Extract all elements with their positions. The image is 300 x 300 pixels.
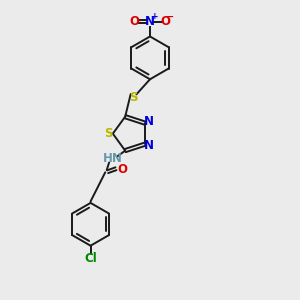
Text: N: N: [145, 15, 155, 28]
Text: O: O: [118, 163, 128, 176]
Text: O: O: [130, 15, 140, 28]
Text: N: N: [144, 139, 154, 152]
Text: Cl: Cl: [84, 252, 97, 265]
Text: HN: HN: [103, 152, 123, 165]
Text: O: O: [160, 15, 170, 28]
Text: S: S: [104, 127, 113, 140]
Text: N: N: [144, 116, 154, 128]
Text: −: −: [167, 11, 175, 22]
Text: S: S: [129, 91, 138, 103]
Text: +: +: [151, 12, 159, 21]
